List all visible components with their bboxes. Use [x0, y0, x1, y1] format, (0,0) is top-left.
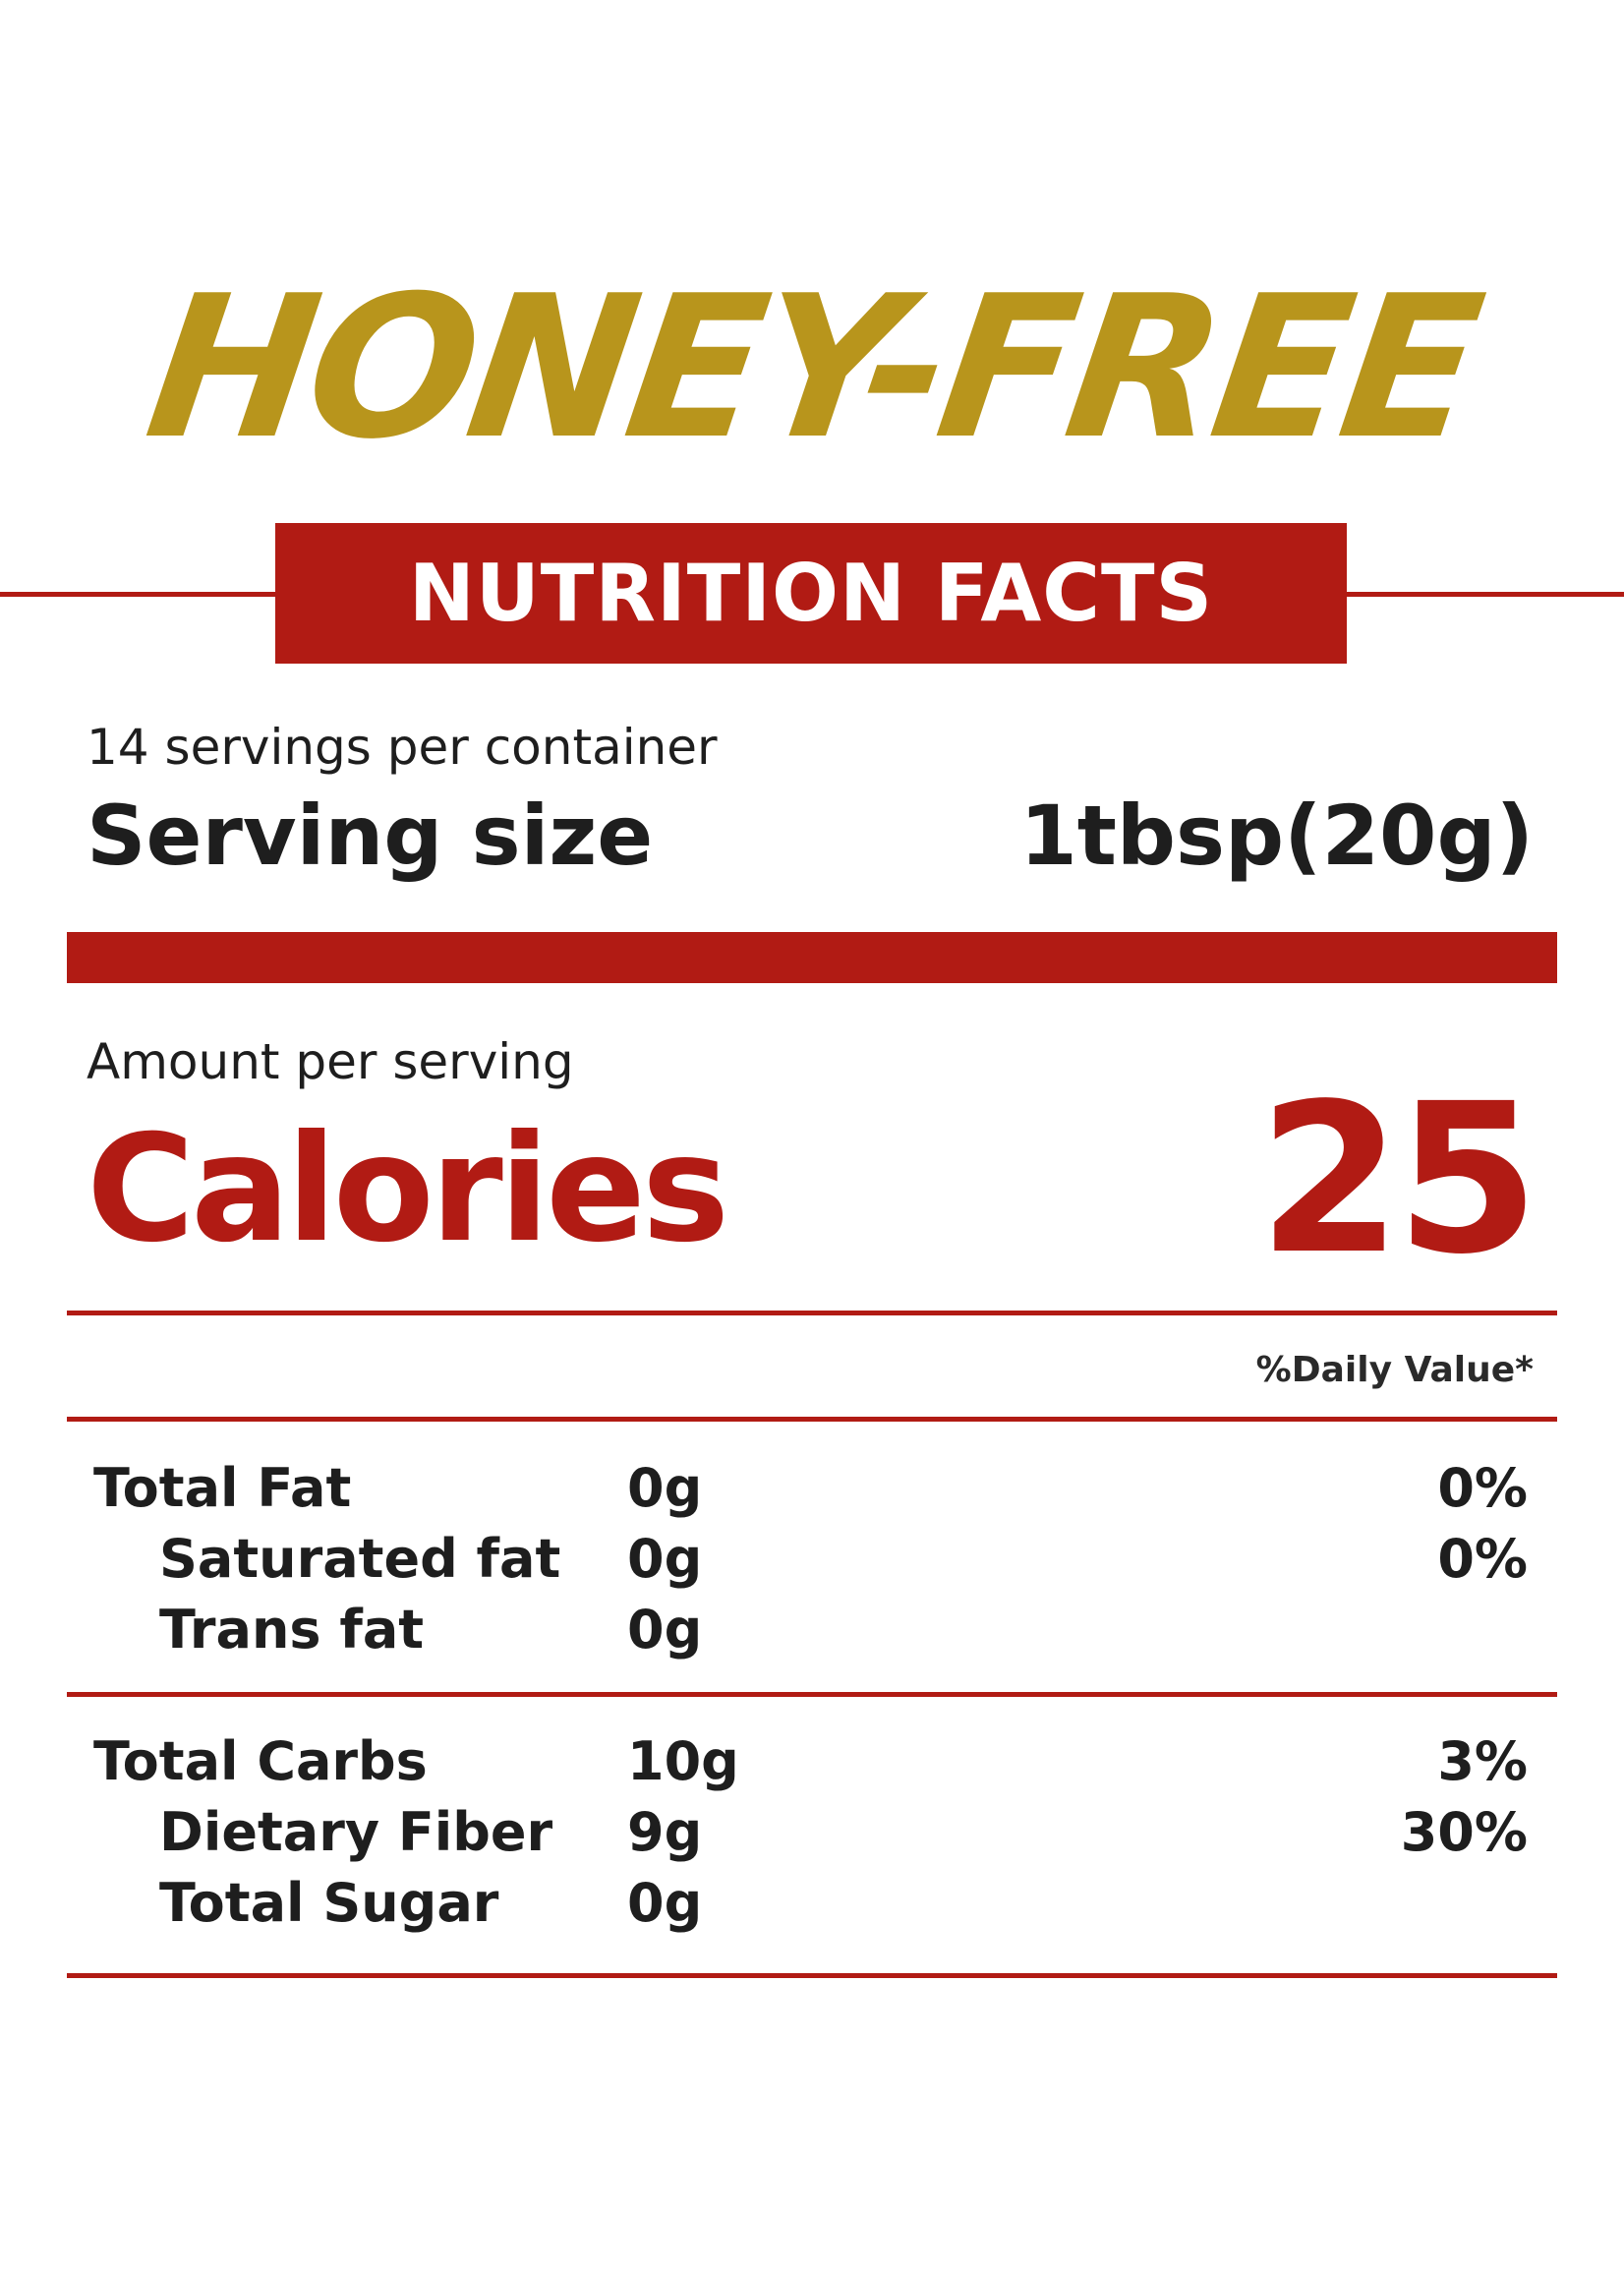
- servings-per-container: 14 servings per container: [87, 719, 718, 776]
- nutrient-row-trans-fat: Trans fat 0g: [0, 1595, 1624, 1665]
- nutrition-facts-banner: NUTRITION FACTS: [275, 523, 1347, 664]
- banner-side-rule-left: [0, 592, 285, 597]
- divider-daily-value: [67, 1417, 1557, 1422]
- nutrient-name: Trans fat: [159, 1599, 425, 1661]
- nutrient-name: Total Carbs: [93, 1730, 428, 1792]
- divider-fat-carbs: [67, 1692, 1557, 1697]
- calories-value: 25: [1257, 1059, 1539, 1300]
- nutrient-daily-value: 0%: [1437, 1528, 1528, 1590]
- nutrient-row-dietary-fiber: Dietary Fiber 9g 30%: [0, 1797, 1624, 1868]
- brand-logo-text: HONEY-FREE: [135, 254, 1489, 483]
- calories-label: Calories: [87, 1104, 729, 1275]
- nutrient-daily-value: 0%: [1437, 1457, 1528, 1519]
- thick-divider: [67, 932, 1557, 983]
- nutrient-name: Total Sugar: [159, 1872, 499, 1934]
- nutrient-row-saturated-fat: Saturated fat 0g 0%: [0, 1524, 1624, 1595]
- amount-per-serving-label: Amount per serving: [87, 1033, 574, 1090]
- nutrient-row-total-sugar: Total Sugar 0g: [0, 1868, 1624, 1939]
- nutrient-name: Saturated fat: [159, 1528, 561, 1590]
- nutrient-daily-value: 30%: [1400, 1801, 1528, 1863]
- nutrient-daily-value: 3%: [1437, 1730, 1528, 1792]
- daily-value-header: %Daily Value*: [1255, 1350, 1534, 1390]
- nutrient-amount: 0g: [627, 1528, 703, 1590]
- serving-size-label: Serving size: [87, 787, 654, 884]
- nutrient-amount: 0g: [627, 1599, 703, 1661]
- nutrient-name: Dietary Fiber: [159, 1801, 553, 1863]
- nutrient-amount: 10g: [627, 1730, 739, 1792]
- nutrient-amount: 0g: [627, 1872, 703, 1934]
- nutrient-row-total-carbs: Total Carbs 10g 3%: [0, 1726, 1624, 1797]
- nutrient-row-total-fat: Total Fat 0g 0%: [0, 1453, 1624, 1524]
- nutrient-amount: 9g: [627, 1801, 703, 1863]
- nutrient-name: Total Fat: [93, 1457, 352, 1519]
- serving-size-value: 1tbsp(20g): [1019, 787, 1534, 884]
- banner-side-rule-right: [1337, 592, 1624, 597]
- nutrition-facts-title: NUTRITION FACTS: [408, 548, 1214, 639]
- divider-calories: [67, 1311, 1557, 1315]
- nutrient-amount: 0g: [627, 1457, 703, 1519]
- divider-bottom: [67, 1973, 1557, 1978]
